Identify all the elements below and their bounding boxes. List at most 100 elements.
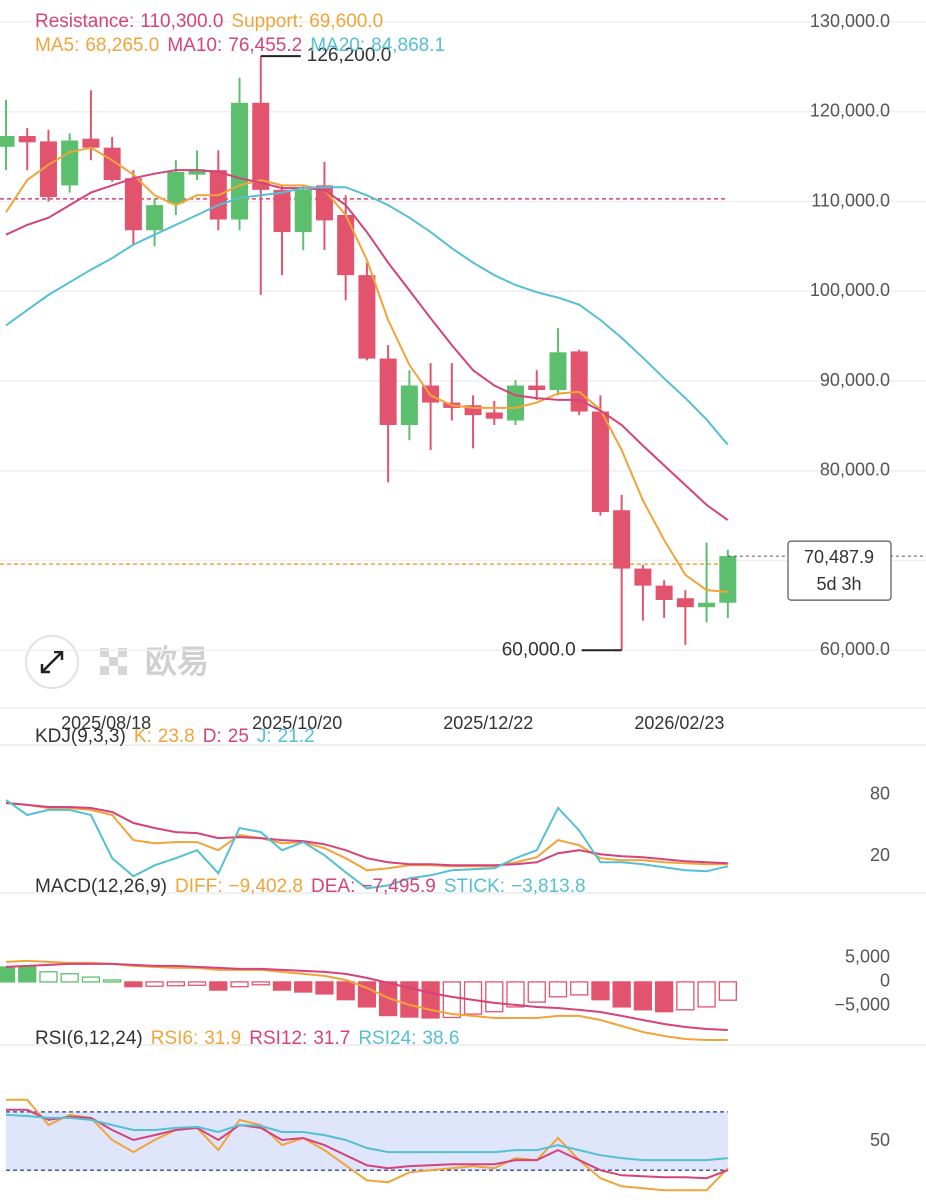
histogram-bar: [0, 966, 16, 983]
legend-value: 21.2: [278, 726, 315, 747]
candle-body: [591, 411, 609, 513]
candle-body: [124, 178, 142, 231]
histogram-bar: [145, 981, 164, 987]
ma-line: [5, 146, 728, 593]
candle-body: [400, 385, 418, 425]
y-tick-label: 20: [870, 845, 890, 865]
candle-body: [613, 510, 631, 569]
panel-title: KDJ(9,3,3): [35, 726, 126, 747]
candle-body: [698, 602, 716, 608]
price-tag: [787, 540, 892, 601]
y-tick-label: 60,000.0: [820, 639, 890, 659]
y-tick-label: 0: [880, 971, 890, 991]
histogram-bar: [124, 981, 143, 988]
y-tick-label: 90,000.0: [820, 370, 890, 390]
legend-name: D:: [203, 726, 222, 747]
y-tick-label: 120,000.0: [810, 101, 890, 121]
logo-mark: [100, 648, 127, 675]
histogram-bar: [591, 981, 610, 1001]
legend-name: MA10:: [167, 35, 222, 56]
histogram-bar: [60, 973, 79, 983]
histogram-bar: [251, 981, 270, 986]
histogram-bar: [18, 965, 37, 983]
candle-body: [188, 169, 206, 175]
histogram-bar: [315, 981, 334, 995]
x-tick-label: 2025/10/20: [252, 713, 342, 733]
histogram-bar: [39, 971, 58, 983]
y-tick-label: 80,000.0: [820, 460, 890, 480]
histogram-bar: [527, 981, 546, 1003]
legend-name: MA20:: [310, 35, 365, 56]
legend-value: 23.8: [158, 726, 195, 747]
legend: KDJ(9,3,3) K: 23.8 D: 25 J: 21.2: [35, 726, 315, 747]
candle-body: [337, 215, 355, 276]
candle-body: [379, 358, 397, 425]
expand-arrows: [40, 650, 64, 674]
legend-value: 76,455.2: [228, 35, 302, 56]
histogram-bar: [570, 981, 589, 996]
band-fill: [6, 1111, 728, 1171]
legend-value: 31.7: [313, 1028, 350, 1049]
histogram-bar: [400, 981, 419, 1018]
histogram-bar: [676, 981, 695, 1011]
histogram-bar: [103, 979, 122, 983]
histogram-bar: [209, 981, 228, 991]
legend: Resistance: 110,300.0 Support: 69,600.0: [35, 11, 383, 32]
x-tick-label: 2026/02/23: [634, 713, 724, 733]
histogram-bar: [357, 981, 377, 1008]
candle-body: [464, 405, 482, 416]
histogram-bar: [697, 981, 716, 1008]
candle-body: [528, 385, 546, 390]
indicator-line: [6, 1098, 729, 1192]
legend-value: −3,813.8: [511, 876, 586, 897]
legend-value: 31.9: [204, 1028, 241, 1049]
legend: RSI(6,12,24) RSI6: 31.9 RSI12: 31.7 RSI24: 38.…: [35, 1028, 459, 1049]
histogram-bar: [654, 981, 674, 1013]
legend-value: 38.6: [422, 1028, 459, 1049]
x-tick-label: 2025/08/18: [61, 713, 151, 733]
ma-line: [5, 169, 729, 521]
candle-body: [18, 136, 36, 143]
histogram-bar: [612, 981, 631, 1008]
candle-body: [61, 140, 79, 186]
histogram-bar: [718, 981, 737, 1001]
histogram-bar: [294, 981, 313, 993]
candle-body: [273, 189, 291, 233]
legend-name: J:: [257, 726, 272, 747]
candle-body: [82, 138, 100, 148]
histogram-bar: [463, 981, 483, 1015]
price-tag-value: 70,487.9: [804, 547, 874, 567]
histogram-bar: [548, 981, 568, 998]
legend-name: DIFF:: [175, 876, 223, 897]
histogram-bar: [421, 981, 440, 1019]
histogram-bar: [442, 981, 461, 1019]
candle-body: [231, 102, 249, 220]
y-tick-label: −5,000: [834, 995, 890, 1015]
legend-value: 68,265.0: [85, 35, 159, 56]
legend-name: RSI24:: [358, 1028, 416, 1049]
legend-value: −7,495.9: [361, 876, 436, 897]
legend-value: 25: [228, 726, 249, 747]
expand-icon[interactable]: [25, 635, 79, 689]
annotation-label: 126,200.0: [307, 45, 392, 66]
histogram-bar: [166, 981, 185, 987]
indicator-line: [5, 962, 728, 1031]
indicator-line: [5, 802, 728, 872]
y-tick-label: 50: [870, 1130, 890, 1150]
panel-title: RSI(6,12,24): [35, 1028, 143, 1049]
legend: MACD(12,26,9) DIFF: −9,402.8 DEA: −7,495.9 ST…: [35, 876, 586, 897]
legend-name: DEA:: [311, 876, 355, 897]
candle-body: [507, 385, 525, 421]
y-tick-label: 100,000.0: [810, 280, 890, 300]
legend-name: Resistance:: [35, 11, 134, 32]
histogram-bar: [633, 981, 653, 1011]
legend-name: MA5:: [35, 35, 79, 56]
legend-value: 69,600.0: [309, 11, 383, 32]
legend-value: 110,300.0: [140, 11, 223, 32]
y-tick-label: 130,000.0: [810, 11, 890, 31]
indicator-line: [5, 1113, 728, 1162]
candle-body: [676, 598, 694, 608]
legend-name: RSI12:: [249, 1028, 307, 1049]
panel-title: MACD(12,26,9): [35, 876, 167, 897]
